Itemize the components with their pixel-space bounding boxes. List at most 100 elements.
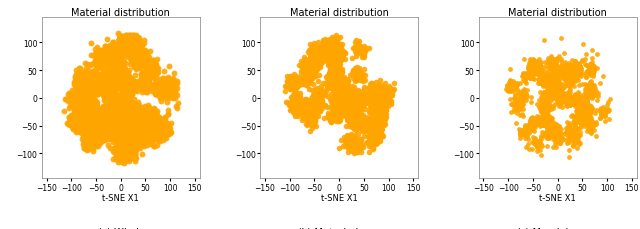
Point (579, 106, 589, 109)
Point (323, 79, 333, 82)
Point (99, 89, 109, 92)
Point (356, 151, 367, 155)
Point (550, 143, 561, 146)
Point (124, 119, 134, 123)
Point (108, 114, 118, 118)
Point (372, 135, 382, 139)
Point (160, 87, 170, 91)
Point (312, 57, 322, 61)
Point (349, 144, 360, 147)
Point (539, 103, 549, 106)
Point (316, 57, 326, 61)
Point (310, 120, 320, 123)
Point (135, 117, 145, 121)
Point (364, 93, 374, 96)
Point (124, 137, 134, 140)
Point (86, 111, 96, 114)
Point (114, 124, 124, 127)
Point (120, 116, 131, 120)
Point (87, 106, 97, 110)
Point (544, 75, 554, 79)
Point (72, 120, 83, 124)
Point (136, 87, 147, 90)
Point (117, 47, 127, 51)
Point (571, 68, 581, 71)
Point (575, 105, 585, 109)
Point (529, 63, 540, 66)
Point (351, 111, 362, 115)
Point (118, 149, 129, 153)
Point (142, 126, 152, 130)
Point (304, 68, 314, 72)
Point (346, 91, 356, 95)
Point (154, 137, 164, 141)
Point (546, 66, 556, 69)
Point (356, 124, 367, 128)
Point (125, 139, 136, 142)
Point (513, 109, 523, 112)
Point (515, 96, 525, 100)
Point (157, 84, 168, 88)
Point (70, 122, 80, 125)
Point (380, 97, 390, 100)
Point (324, 43, 334, 47)
Point (323, 43, 333, 47)
Point (595, 109, 605, 112)
Point (555, 74, 565, 78)
Point (124, 144, 134, 148)
Point (124, 154, 134, 158)
Point (135, 112, 145, 115)
Point (118, 144, 128, 147)
Point (315, 52, 325, 55)
Point (123, 155, 133, 159)
Point (115, 133, 125, 137)
Point (99, 122, 109, 125)
Point (143, 83, 154, 87)
Point (367, 101, 378, 105)
Point (520, 126, 531, 129)
Point (534, 80, 544, 84)
Point (149, 123, 159, 127)
Point (154, 121, 164, 124)
Point (147, 128, 157, 131)
Point (95, 77, 105, 80)
Point (131, 44, 141, 47)
Point (346, 140, 356, 144)
Point (122, 109, 132, 113)
Point (119, 118, 129, 122)
Point (83, 143, 93, 147)
Point (108, 50, 118, 54)
Point (117, 120, 127, 124)
Point (116, 130, 127, 133)
Point (168, 72, 179, 76)
Point (532, 115, 543, 118)
Point (591, 67, 602, 71)
Point (116, 69, 126, 72)
Point (352, 114, 362, 117)
Point (573, 70, 584, 73)
Point (341, 101, 351, 105)
Point (547, 82, 557, 85)
Point (333, 88, 343, 92)
Point (563, 79, 573, 83)
Point (321, 76, 332, 80)
Point (326, 100, 337, 104)
Point (147, 64, 157, 68)
Point (545, 82, 555, 85)
Point (562, 76, 572, 79)
Point (126, 155, 136, 159)
Point (538, 79, 548, 82)
Point (150, 124, 160, 128)
Point (159, 131, 169, 135)
Point (547, 85, 557, 89)
Point (104, 65, 115, 68)
Point (362, 95, 372, 99)
Point (83, 96, 93, 100)
Point (305, 116, 315, 120)
Point (303, 105, 314, 109)
Point (158, 123, 168, 127)
Point (540, 132, 550, 136)
Point (77, 114, 87, 117)
Point (152, 126, 163, 130)
Point (328, 87, 338, 91)
